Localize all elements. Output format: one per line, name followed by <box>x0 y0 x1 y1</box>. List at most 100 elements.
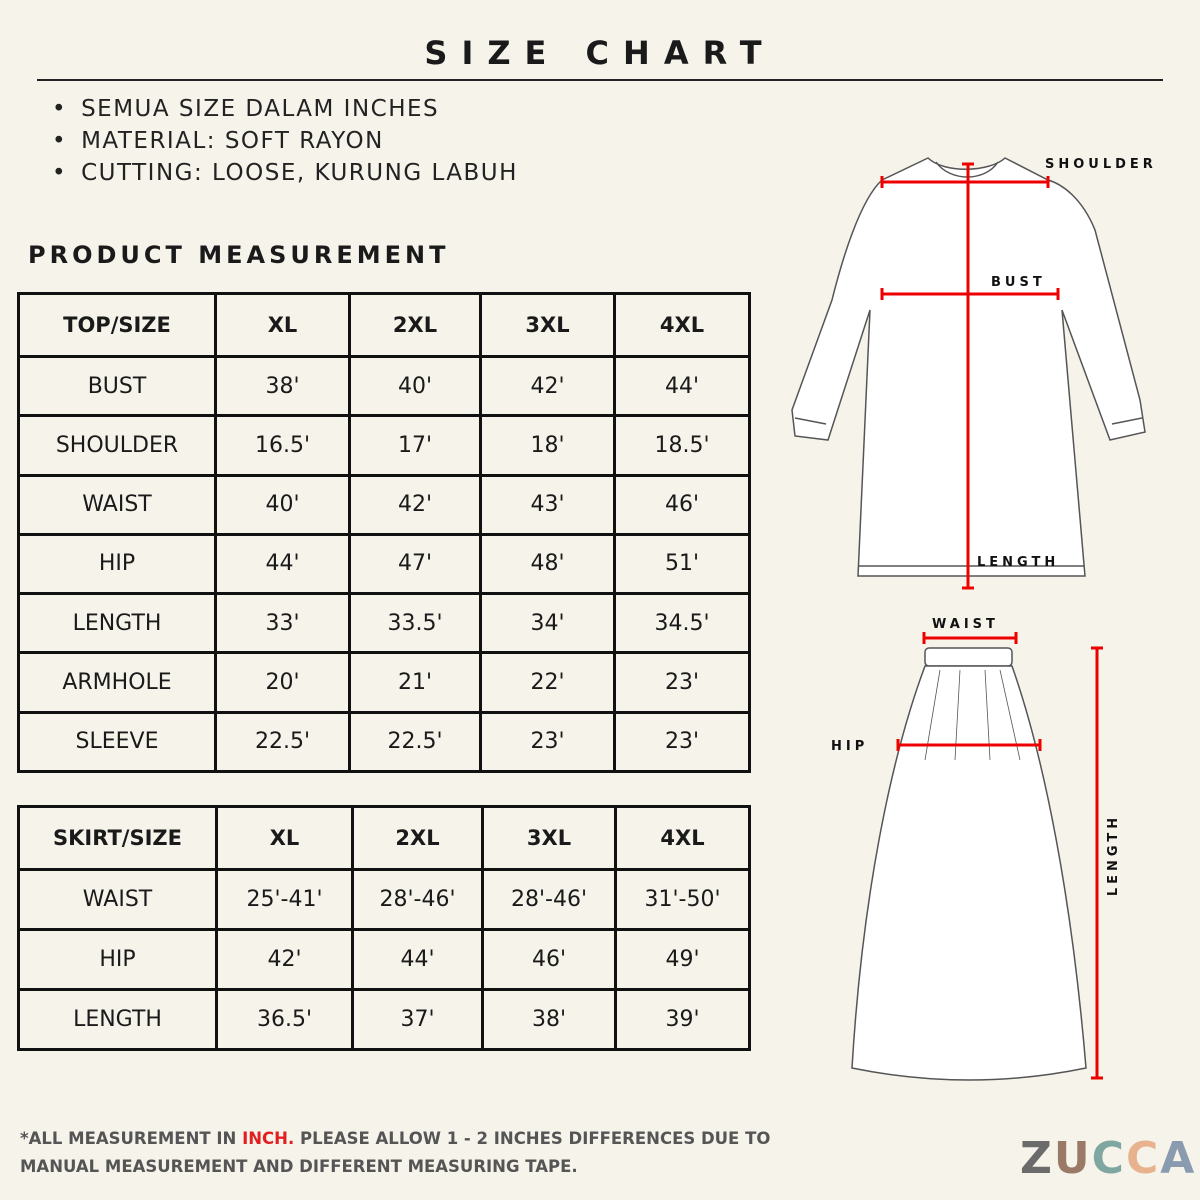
cell: 18.5' <box>613 414 751 477</box>
cell: 34.5' <box>613 592 751 655</box>
header-row: TOP/SIZE XL 2XL 3XL 4XL <box>17 292 751 358</box>
cell: 40' <box>348 354 482 418</box>
cell: 42' <box>479 354 616 418</box>
brand: ZUCCA <box>1020 1133 1196 1184</box>
row: LENGTH 33' 33.5' 34' 34.5' <box>17 592 751 655</box>
header-cell: 4XL <box>613 292 751 358</box>
note: SEMUA SIZE DALAM INCHES <box>52 96 518 128</box>
cell: 16.5' <box>214 414 351 477</box>
cell: LENGTH <box>17 592 217 655</box>
label-hip: HIP <box>831 739 868 754</box>
label-length: LENGTH <box>977 555 1059 570</box>
label-bust: BUST <box>991 275 1046 290</box>
label-length: LENGTH <box>1106 814 1121 896</box>
cell: 40' <box>214 473 351 536</box>
notes: SEMUA SIZE DALAM INCHES MATERIAL: SOFT R… <box>52 96 518 192</box>
header-cell: 2XL <box>348 292 482 358</box>
measure-lines <box>880 162 1103 1080</box>
header-cell: 3XL <box>479 292 616 358</box>
cell: 44' <box>351 928 484 991</box>
brand-letter: C <box>1091 1133 1126 1184</box>
row: LENGTH 36.5' 37' 38' 39' <box>17 988 751 1051</box>
cell: 22.5' <box>214 710 351 774</box>
label-shoulder: SHOULDER <box>1045 157 1157 172</box>
cell: 22.5' <box>348 710 482 774</box>
cell: 38' <box>214 354 351 418</box>
cell: 39' <box>614 988 751 1051</box>
note-highlight: INCH. <box>242 1129 295 1148</box>
cell: 33.5' <box>348 592 482 655</box>
cell: 21' <box>348 651 482 714</box>
cell: 28'-46' <box>481 868 617 931</box>
cell: HIP <box>17 532 217 596</box>
header-cell: 2XL <box>351 805 484 871</box>
cell: 18' <box>479 414 616 477</box>
cell: 49' <box>614 928 751 991</box>
header-cell: 3XL <box>481 805 617 871</box>
cell: 48' <box>479 532 616 596</box>
note: CUTTING: LOOSE, KURUNG LABUH <box>52 160 518 192</box>
cell: LENGTH <box>17 988 218 1051</box>
cell: 22' <box>479 651 616 714</box>
header-cell: 4XL <box>614 805 751 871</box>
row: WAIST 25'-41' 28'-46' 28'-46' 31'-50' <box>17 868 751 931</box>
cell: 37' <box>351 988 484 1051</box>
note-text: PLEASE ALLOW 1 - 2 INCHES DIFFERENCES DU… <box>20 1129 771 1176</box>
cell: ARMHOLE <box>17 651 217 714</box>
cell: SLEEVE <box>17 710 217 774</box>
cell: 31'-50' <box>614 868 751 931</box>
cell: 25'-41' <box>215 868 354 931</box>
header-cell: XL <box>214 292 351 358</box>
cell: 46' <box>613 473 751 536</box>
cell: BUST <box>17 354 217 418</box>
cell: 42' <box>348 473 482 536</box>
row: BUST 38' 40' 42' 44' <box>17 354 751 418</box>
section-title: PRODUCT MEASUREMENT <box>28 241 450 269</box>
cell: 43' <box>479 473 616 536</box>
cell: 38' <box>481 988 617 1051</box>
divider <box>37 79 1163 81</box>
cell: SHOULDER <box>17 414 217 477</box>
row: HIP 44' 47' 48' 51' <box>17 532 751 596</box>
cell: 34' <box>479 592 616 655</box>
cell: WAIST <box>17 868 218 931</box>
skirt-table: SKIRT/SIZE XL 2XL 3XL 4XL WAIST 25'-41' 28'-46'… <box>17 805 751 1051</box>
cell: 23' <box>479 710 616 774</box>
brand-letter: A <box>1160 1133 1197 1184</box>
header-row: SKIRT/SIZE XL 2XL 3XL 4XL <box>17 805 751 871</box>
skirt <box>851 647 1087 1081</box>
label-waist: WAIST <box>932 617 999 632</box>
cell: 28'-46' <box>351 868 484 931</box>
cell: 33' <box>214 592 351 655</box>
cell: 51' <box>613 532 751 596</box>
cell: 46' <box>481 928 617 991</box>
cell: 47' <box>348 532 482 596</box>
cell: WAIST <box>17 473 217 536</box>
note: MATERIAL: SOFT RAYON <box>52 128 518 160</box>
brand-letter: Z <box>1020 1133 1054 1184</box>
row: SLEEVE 22.5' 22.5' 23' 23' <box>17 710 751 774</box>
top-table: TOP/SIZE XL 2XL 3XL 4XL BUST 38' 40' 42' 44' SHOUL… <box>17 292 751 774</box>
row: ARMHOLE 20' 21' 22' 23' <box>17 651 751 714</box>
header-cell: TOP/SIZE <box>17 292 217 358</box>
cell: 36.5' <box>215 988 354 1051</box>
row: WAIST 40' 42' 43' 46' <box>17 473 751 536</box>
brand-letter: U <box>1053 1133 1092 1184</box>
title: SIZE CHART <box>424 34 776 72</box>
cell: 23' <box>613 710 751 774</box>
row: HIP 42' 44' 46' 49' <box>17 928 751 991</box>
header-cell: XL <box>215 805 354 871</box>
cell: 23' <box>613 651 751 714</box>
note-text: *ALL MEASUREMENT IN <box>20 1129 237 1148</box>
brand-letter: C <box>1125 1133 1161 1184</box>
cell: 17' <box>348 414 482 477</box>
cell: 42' <box>215 928 354 991</box>
footer-note: *ALL MEASUREMENT IN INCH. PLEASE ALLOW 1… <box>20 1125 840 1181</box>
cell: HIP <box>17 928 218 991</box>
cell: 20' <box>214 651 351 714</box>
row: SHOULDER 16.5' 17' 18' 18.5' <box>17 414 751 477</box>
cell: 44' <box>613 354 751 418</box>
header-cell: SKIRT/SIZE <box>17 805 218 871</box>
